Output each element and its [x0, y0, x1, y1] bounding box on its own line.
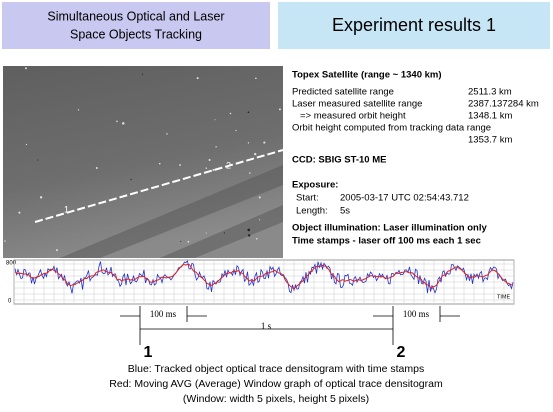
- span-label: 100 ms: [403, 309, 430, 319]
- speck: [179, 164, 181, 166]
- photo: 1 2: [3, 66, 284, 258]
- row-value: 1353.7 km: [468, 135, 512, 146]
- right-title: Experiment results 1: [332, 15, 496, 35]
- speck: [37, 159, 39, 161]
- speck: [235, 129, 237, 132]
- speck: [24, 67, 27, 70]
- speck: [18, 211, 21, 214]
- caption: Red: Moving AVG (Average) Window graph o…: [109, 378, 443, 390]
- photo-label: 2: [226, 160, 231, 170]
- info: Topex Satellite (range ~ 1340 km) Predic…: [292, 70, 539, 247]
- left-title: Space Objects Tracking: [70, 27, 202, 41]
- speck: [258, 196, 261, 199]
- speck: [215, 146, 217, 148]
- speck: [229, 112, 232, 115]
- row-value: 2387.137284 km: [468, 99, 539, 110]
- speck: [187, 240, 190, 243]
- speck: [255, 237, 258, 240]
- right-title-box: [278, 2, 550, 49]
- satellite-trace: [34, 149, 284, 223]
- row-value: 2511.3 km: [468, 87, 512, 98]
- speck: [180, 240, 182, 242]
- speck: [122, 122, 125, 125]
- densitogram: 800 0 TIME: [6, 259, 515, 305]
- caption: (Window: width 5 pixels, height 5 pixels…: [183, 393, 369, 405]
- span-label: 1 s: [261, 321, 272, 331]
- timeline: [120, 306, 460, 345]
- speck: [212, 169, 215, 172]
- shadow-band: [160, 205, 283, 258]
- marker: 2: [397, 344, 406, 361]
- dens-x-label: TIME: [497, 294, 510, 300]
- caption: Blue: Tracked object optical trace densi…: [128, 363, 424, 375]
- length: 5s: [340, 206, 350, 217]
- row-label: Predicted satellite range: [292, 87, 394, 98]
- photo-label: 1: [64, 204, 69, 214]
- speck: [4, 240, 6, 242]
- speck: [247, 228, 251, 232]
- speck: [223, 232, 225, 234]
- left-title: Simultaneous Optical and Laser: [47, 9, 224, 23]
- optical-trace: [14, 260, 514, 294]
- row-label: Laser measured satellite range: [292, 99, 422, 110]
- speck: [196, 77, 199, 80]
- moving-average: [14, 263, 514, 290]
- speck: [39, 196, 43, 199]
- speck: [247, 111, 250, 114]
- speck: [141, 73, 144, 75]
- exposure-heading: Exposure:: [292, 180, 338, 191]
- speck: [205, 232, 207, 234]
- speck: [25, 143, 28, 146]
- speck: [258, 219, 261, 221]
- speck: [278, 108, 281, 111]
- start: 2005-03-17 UTC 02:54:43.712: [340, 193, 469, 204]
- speck: [214, 119, 216, 121]
- speck: [247, 142, 250, 144]
- row-label: => measured orbit height: [300, 111, 406, 122]
- marker: 1: [144, 344, 153, 361]
- speck: [55, 249, 58, 252]
- speck: [116, 120, 118, 123]
- length-label: Length:: [296, 206, 328, 217]
- speck: [95, 166, 98, 169]
- row-label: Orbit height computed from tracking data…: [292, 123, 491, 134]
- left-title-box: [2, 2, 270, 49]
- dens-y-bottom: 0: [8, 299, 12, 305]
- speck: [249, 172, 251, 174]
- shadow-band: [60, 165, 283, 258]
- row-value: 1348.1 km: [468, 111, 512, 122]
- dens-y-top: 800: [6, 261, 17, 267]
- note: Object illumination: Laser illumination …: [292, 223, 487, 234]
- speck: [130, 178, 132, 181]
- speck: [263, 141, 266, 144]
- speck: [158, 162, 161, 165]
- target: Topex Satellite (range ~ 1340 km): [292, 70, 442, 81]
- speck: [255, 77, 257, 80]
- speck: [254, 152, 257, 156]
- ccd: CCD: SBIG ST-10 ME: [292, 155, 387, 166]
- speck: [166, 133, 168, 135]
- speck: [77, 109, 80, 111]
- speck: [247, 234, 251, 237]
- span-label: 100 ms: [150, 309, 177, 319]
- speck: [205, 167, 208, 169]
- start-label: Start:: [296, 193, 319, 204]
- note: Time stamps - laser off 100 ms each 1 se…: [292, 236, 481, 247]
- speck: [208, 158, 211, 162]
